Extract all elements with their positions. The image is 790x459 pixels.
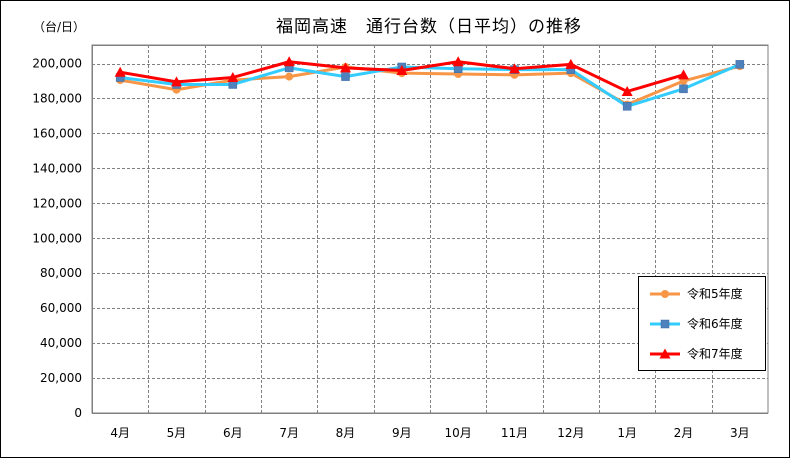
x-tick-label: 1月 (617, 426, 637, 440)
y-tick-label: 160,000 (32, 126, 82, 140)
legend-entry: 令和5年度 (650, 286, 743, 301)
series-2 (115, 60, 745, 111)
y-tick-label: 200,000 (32, 57, 82, 71)
x-tick-label: 12月 (557, 426, 584, 440)
y-axis-unit-label: （台/日） (33, 19, 85, 34)
series-3 (114, 56, 689, 96)
y-tick-label: 180,000 (32, 91, 82, 105)
y-tick-label: 80,000 (40, 266, 82, 280)
legend-label: 令和6年度 (687, 316, 743, 331)
y-tick-label: 140,000 (32, 161, 82, 175)
grid-lines (91, 44, 769, 414)
data-point (285, 72, 294, 81)
x-tick-label: 6月 (223, 426, 243, 440)
data-point (678, 69, 689, 80)
legend-entry: 令和6年度 (650, 316, 743, 331)
legend-marker (661, 290, 669, 298)
data-point (679, 84, 688, 94)
y-axis-ticks: 0 20,000 40,000 60,000 80,000 100,000 120,000 1… (32, 57, 82, 421)
series-line (119, 62, 741, 108)
data-point (227, 71, 239, 82)
data-point (735, 60, 745, 69)
legend-entry: 令和7年度 (650, 346, 743, 361)
data-point (621, 85, 633, 96)
data-point (171, 76, 182, 87)
x-tick-label: 10月 (445, 426, 472, 440)
data-point (509, 63, 520, 74)
y-tick-label: 60,000 (40, 301, 82, 315)
legend-marker (659, 348, 671, 359)
data-point (622, 102, 632, 111)
y-tick-label: 40,000 (40, 336, 82, 350)
chart-title: 福岡高速 通行台数（日平均）の推移 (276, 17, 582, 37)
data-point (565, 58, 577, 69)
x-tick-label: 7月 (279, 426, 299, 440)
data-point (396, 64, 408, 75)
series-layer (114, 56, 745, 111)
data-point (452, 56, 464, 67)
legend-label: 令和7年度 (687, 346, 743, 361)
x-tick-label: 3月 (730, 426, 750, 440)
y-tick-label: 100,000 (32, 231, 82, 245)
legend-marker (660, 319, 670, 329)
x-tick-label: 8月 (336, 426, 356, 440)
data-point (340, 62, 351, 73)
x-tick-label: 11月 (501, 426, 528, 440)
y-tick-label: 20,000 (40, 371, 82, 385)
x-tick-label: 2月 (674, 426, 694, 440)
series-line (119, 64, 741, 107)
x-tick-label: 4月 (110, 426, 130, 440)
x-tick-label: 5月 (167, 426, 187, 440)
x-axis-ticks: 4月 5月 6月 7月 8月 9月 10月 11月 12月 1月 2月 3月 (110, 426, 749, 440)
data-point (114, 66, 126, 77)
y-tick-label: 0 (74, 406, 82, 420)
y-tick-label: 120,000 (32, 196, 82, 210)
data-point (341, 72, 350, 81)
data-point (283, 56, 295, 67)
x-tick-label: 9月 (392, 426, 412, 440)
legend-label: 令和5年度 (687, 286, 743, 301)
